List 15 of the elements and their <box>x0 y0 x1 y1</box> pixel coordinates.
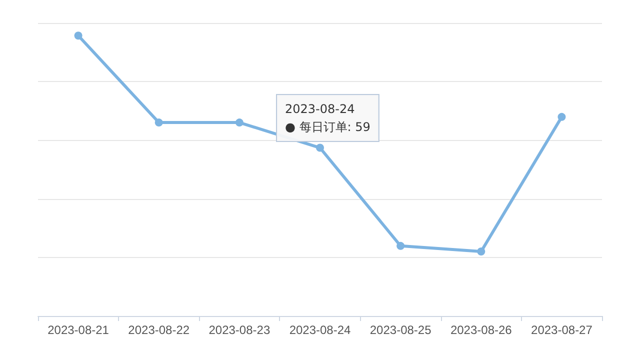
x-tick-label: 2023-08-25 <box>370 323 432 337</box>
point <box>477 248 486 256</box>
point <box>316 144 324 152</box>
x-tick-label: 2023-08-23 <box>208 323 270 337</box>
point <box>396 242 405 250</box>
x-tick-label: 2023-08-27 <box>531 323 593 337</box>
annotation: 2023-08-24 ● 每日订单: 59 <box>285 102 370 134</box>
point <box>235 118 244 127</box>
point <box>74 32 82 40</box>
point <box>558 112 566 121</box>
x-tick-label: 2023-08-26 <box>450 323 512 337</box>
x-tick-label: 2023-08-22 <box>128 323 190 337</box>
point <box>154 118 163 127</box>
x-tick-label: 2023-08-21 <box>48 323 110 337</box>
x-tick-label: 2023-08-24 <box>289 323 352 337</box>
